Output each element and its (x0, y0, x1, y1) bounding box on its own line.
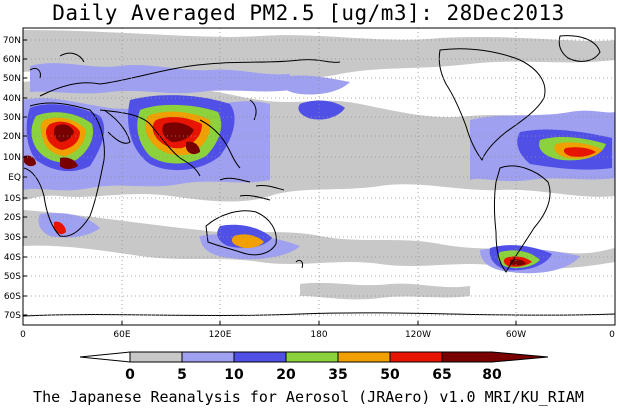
lat-label: 50N (3, 74, 21, 84)
colorbar-segment-4 (285, 351, 339, 363)
map-title: Daily Averaged PM2.5 [ug/m3]: 28Dec2013 (52, 1, 565, 25)
lon-label: 120W (405, 330, 431, 340)
lon-label: 60W (506, 330, 526, 340)
colorbar: 0 5 10 20 35 50 65 80 (79, 351, 549, 383)
lat-label: 20N (3, 132, 21, 142)
lat-label: 40S (4, 253, 21, 263)
lat-label: 10S (4, 194, 21, 204)
colorbar-segment-3 (233, 351, 287, 363)
lat-label: 30N (3, 113, 21, 123)
colorbar-label: 10 (224, 367, 244, 383)
lat-label: 70N (3, 36, 21, 46)
colorbar-segment-1 (129, 351, 183, 363)
colorbar-segment-0 (79, 351, 131, 363)
lon-label: 0 (609, 330, 615, 340)
colorbar-segment-5 (337, 351, 391, 363)
lon-label: 120E (209, 330, 232, 340)
lat-label: 30S (4, 233, 21, 243)
colorbar-label: 80 (482, 367, 502, 383)
colorbar-label: 50 (380, 367, 400, 383)
lat-label: 40N (3, 94, 21, 104)
lat-label: 60N (3, 55, 21, 65)
colorbar-label: 5 (177, 367, 187, 383)
longitude-labels: 0 60E 120E 180 120W 60W 0 (20, 330, 615, 340)
colorbar-segment-2 (181, 351, 235, 363)
lat-label: 50S (4, 272, 21, 282)
ticks (23, 39, 517, 325)
lat-label: 10N (3, 153, 21, 163)
lat-label: 60S (4, 292, 21, 302)
lat-label: EQ (8, 173, 21, 183)
latitude-labels: 70N 60N 50N 40N 30N 20N 10N EQ 10S 20S 3… (3, 36, 21, 321)
colorbar-label: 65 (432, 367, 451, 383)
colorbar-segment-6 (389, 351, 443, 363)
lat-label: 20S (4, 213, 21, 223)
pm25-fields (23, 30, 615, 300)
colorbar-label: 35 (328, 367, 347, 383)
lon-label: 60E (113, 330, 130, 340)
colorbar-label: 20 (276, 367, 296, 383)
graticule (23, 28, 615, 325)
colorbar-segment-7 (441, 351, 549, 363)
lon-label: 180 (310, 330, 327, 340)
coastlines (23, 35, 615, 317)
lat-label: 70S (4, 311, 21, 321)
lon-label: 0 (20, 330, 26, 340)
colorbar-label: 0 (125, 367, 135, 383)
footer-credit: The Japanese Reanalysis for Aerosol (JRA… (33, 388, 584, 406)
